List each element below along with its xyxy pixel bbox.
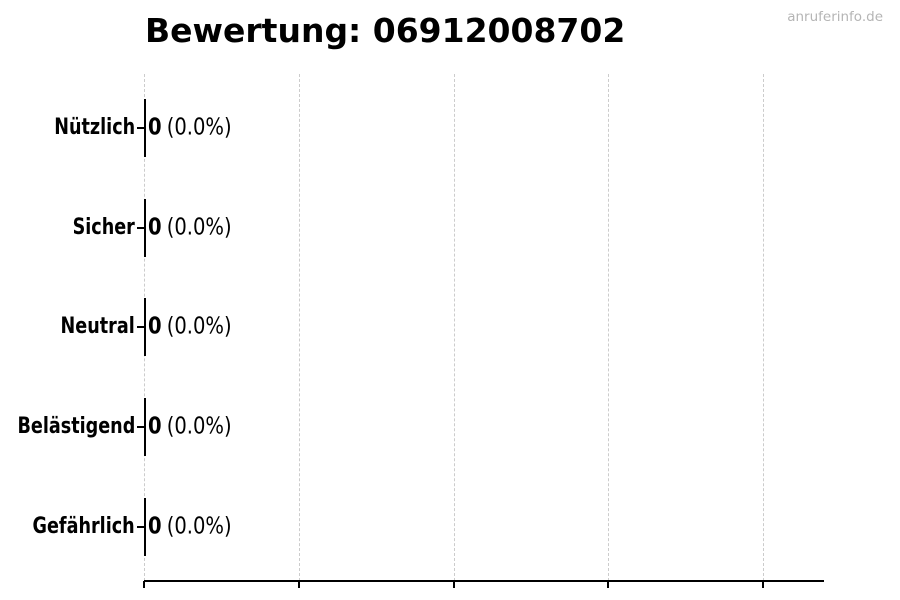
bar-value-label: 0 (0.0%)	[148, 114, 232, 140]
gridline	[454, 74, 455, 581]
bar-value-label: 0 (0.0%)	[148, 313, 232, 339]
gridline	[763, 74, 764, 581]
y-axis-tick	[137, 326, 144, 328]
zero-width-bar	[144, 99, 146, 157]
x-axis-tick	[143, 581, 145, 588]
zero-width-bar	[144, 498, 146, 556]
y-axis-tick	[137, 127, 144, 129]
bar-count: 0	[148, 313, 162, 340]
bar-percent: (0.0%)	[166, 513, 232, 540]
bar-percent: (0.0%)	[166, 214, 232, 241]
bar-count: 0	[148, 214, 162, 241]
x-axis-tick	[607, 581, 609, 588]
y-axis-tick	[137, 526, 144, 528]
bar-value-label: 0 (0.0%)	[148, 214, 232, 240]
bar-value-label: 0 (0.0%)	[148, 513, 232, 539]
category-label: Sicher	[72, 215, 135, 240]
category-label: Gefährlich	[32, 514, 135, 539]
x-axis-tick	[762, 581, 764, 588]
category-label: Nützlich	[54, 115, 135, 140]
category-label: Belästigend	[17, 414, 135, 439]
watermark: anruferinfo.de	[787, 9, 883, 25]
category-label: Neutral	[60, 314, 135, 339]
bar-value-label: 0 (0.0%)	[148, 413, 232, 439]
x-axis-tick	[298, 581, 300, 588]
bar-percent: (0.0%)	[166, 413, 232, 440]
bar-percent: (0.0%)	[166, 114, 232, 141]
bar-count: 0	[148, 114, 162, 141]
x-axis-line	[144, 580, 824, 582]
zero-width-bar	[144, 298, 146, 356]
gridline	[608, 74, 609, 581]
bar-count: 0	[148, 413, 162, 440]
y-axis-tick	[137, 227, 144, 229]
chart-title: Bewertung: 06912008702	[145, 11, 626, 50]
x-axis-tick	[453, 581, 455, 588]
y-axis-tick	[137, 426, 144, 428]
gridline	[299, 74, 300, 581]
bar-count: 0	[148, 513, 162, 540]
zero-width-bar	[144, 199, 146, 257]
zero-width-bar	[144, 398, 146, 456]
bar-percent: (0.0%)	[166, 313, 232, 340]
